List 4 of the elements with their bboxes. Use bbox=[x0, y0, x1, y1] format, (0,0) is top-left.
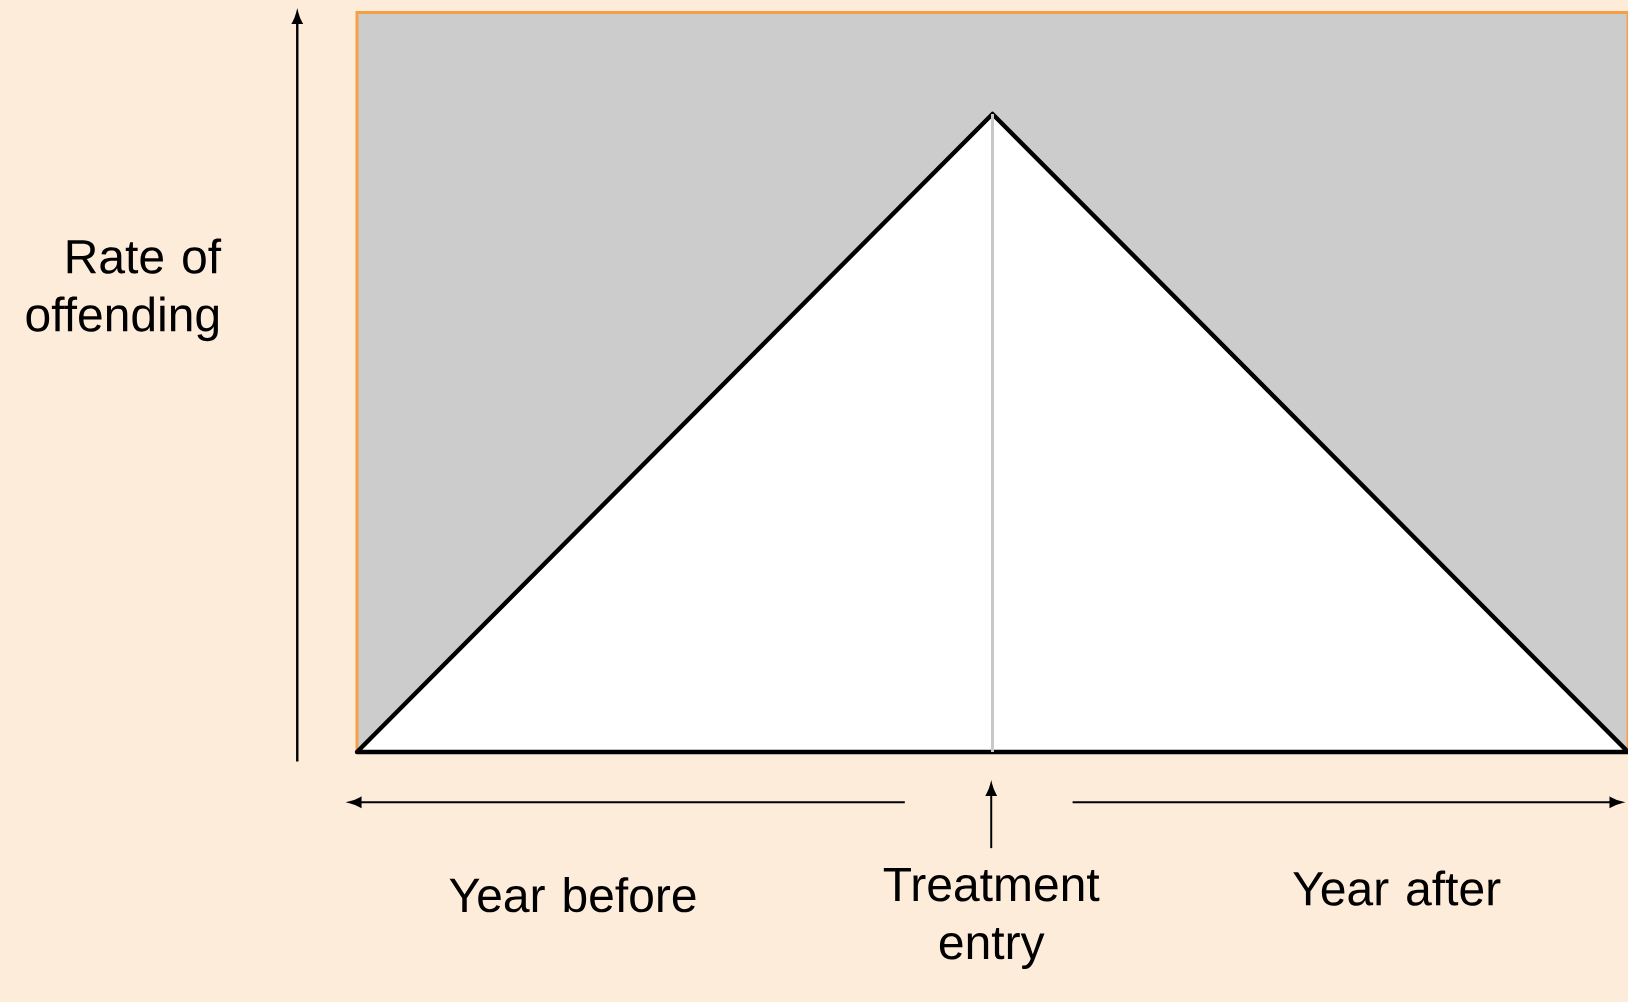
text: Year after bbox=[1293, 870, 1501, 906]
text: Treatment entry bbox=[883, 867, 1100, 969]
y-axis-title: Rate of offending bbox=[26, 238, 222, 342]
text: Year before bbox=[449, 877, 696, 913]
